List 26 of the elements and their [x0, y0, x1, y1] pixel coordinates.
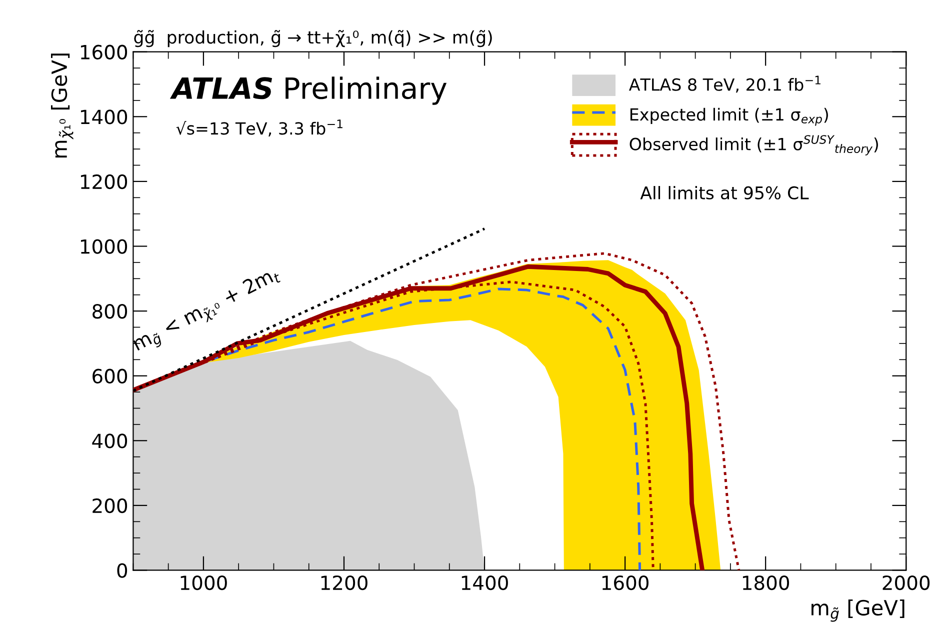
x-axis-title: m$_{g̃}$ [GeV] — [812, 599, 904, 622]
y-tick-label: 1600 — [80, 44, 128, 60]
annotation: ATLAS — [170, 77, 272, 100]
legend-label: Expected limit (±1 σ$_{exp}$) — [630, 108, 828, 126]
x-tick-label: 1600 — [602, 575, 648, 590]
x-tick-label: 1400 — [462, 575, 508, 590]
x-tick-label: 2000 — [882, 575, 930, 590]
annotation: m$_{g̃}$ < m$_{χ̃₁⁰}$ + 2m$_{t}$ — [132, 265, 283, 356]
y-tick-label: 800 — [92, 304, 128, 319]
y-tick-label: 0 — [117, 563, 128, 578]
y-tick-label: 600 — [92, 368, 128, 384]
legend-label: Observed limit (±1 σ$^{SUSY}$$_{theory}$) — [630, 135, 878, 156]
y-tick-label: 1400 — [80, 110, 128, 124]
y-tick-label: 400 — [92, 434, 128, 448]
x-tick-label: 1000 — [180, 575, 227, 590]
y-tick-label: 1200 — [80, 174, 128, 190]
legend-label: ATLAS 8 TeV, 20.1 fb$^{−1}$ — [628, 76, 820, 93]
y-tick-label: 1000 — [80, 239, 128, 254]
y-axis-title: m$_{χ̃₁⁰}$ [GeV] — [51, 54, 74, 158]
y-tick-label: 200 — [92, 498, 128, 514]
annotation: Preliminary — [286, 76, 447, 105]
annotation: √s=13 TeV, 3.3 fb$^{−1}$ — [176, 120, 342, 136]
annotation: All limits at 95% CL — [640, 186, 809, 200]
chart-title: g̃g̃ production, g̃ → tt+χ̃₁⁰, m(q̃) >> m(g̃) — [134, 30, 492, 48]
x-tick-label: 1800 — [742, 575, 790, 590]
x-tick-label: 1200 — [321, 575, 368, 590]
